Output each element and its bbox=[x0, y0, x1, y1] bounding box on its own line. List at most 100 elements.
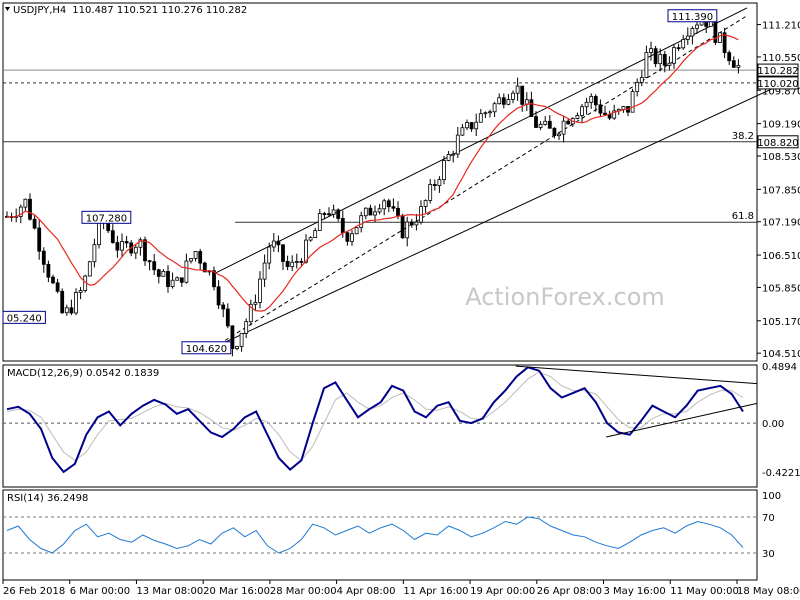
candle-body bbox=[501, 97, 506, 105]
candle-body bbox=[690, 27, 695, 37]
xtick-label: 3 May 16:00 bbox=[604, 586, 666, 597]
candle-body bbox=[363, 207, 368, 217]
candle-body bbox=[37, 227, 42, 252]
candle-body bbox=[662, 54, 667, 66]
candle-body bbox=[244, 321, 249, 334]
candle-body bbox=[193, 251, 198, 259]
annotation-box bbox=[181, 341, 232, 355]
candle-body bbox=[667, 62, 672, 66]
candle-body bbox=[133, 246, 138, 254]
price-ytick-label: 104.510 bbox=[762, 349, 800, 360]
xtick-label: 26 Apr 08:00 bbox=[537, 586, 602, 597]
candle-body bbox=[179, 277, 184, 283]
level-price-tag bbox=[757, 76, 799, 90]
candle-body bbox=[538, 123, 543, 128]
candle-body bbox=[653, 48, 658, 65]
macd-signal-line bbox=[6, 371, 744, 461]
candle-body bbox=[644, 52, 649, 78]
candle-body bbox=[69, 307, 74, 314]
candle-body bbox=[55, 282, 60, 292]
annotation-label: 111.390 bbox=[672, 12, 713, 23]
candle-body bbox=[451, 153, 456, 156]
candle-body bbox=[373, 211, 377, 216]
xtick-label: 6 Mar 00:00 bbox=[70, 586, 130, 597]
candle-body bbox=[46, 263, 51, 278]
candle-body bbox=[267, 246, 272, 264]
candle-body bbox=[469, 122, 474, 130]
candle-body bbox=[584, 101, 589, 108]
candle-body bbox=[74, 292, 78, 314]
annotation-box bbox=[81, 210, 132, 224]
fib-label: 38.2 bbox=[732, 131, 754, 142]
macd-trendline bbox=[606, 402, 758, 438]
candle-body bbox=[239, 332, 244, 347]
candle-body bbox=[147, 260, 152, 263]
candle-body bbox=[593, 96, 598, 106]
annotation-label: 104.620 bbox=[186, 344, 227, 355]
candle-body bbox=[225, 308, 230, 327]
candle-body bbox=[32, 218, 37, 229]
candle-body bbox=[60, 290, 65, 314]
current-price-label: 110.282 bbox=[757, 66, 798, 77]
level-price-label: 108.820 bbox=[757, 138, 798, 149]
macd-ytick-label: -0.4221 bbox=[762, 468, 800, 479]
xtick-label: 18 May 08:00 bbox=[737, 586, 800, 597]
macd-panel-frame bbox=[2, 364, 758, 488]
candle-body bbox=[455, 134, 460, 155]
candle-body bbox=[290, 261, 295, 268]
candle-body bbox=[552, 127, 557, 137]
candle-body bbox=[460, 127, 465, 136]
price-ytick-label: 108.530 bbox=[762, 152, 800, 163]
price-ytick-label: 109.870 bbox=[762, 86, 800, 97]
candle-body bbox=[285, 261, 290, 268]
price-ytick-label: 106.510 bbox=[762, 251, 800, 262]
candle-body bbox=[566, 120, 571, 125]
rsi-ytick-label: 70 bbox=[762, 513, 775, 524]
candle-body bbox=[271, 240, 276, 248]
candle-body bbox=[156, 269, 161, 277]
candle-body bbox=[354, 227, 359, 235]
candle-body bbox=[718, 32, 722, 43]
candle-body bbox=[120, 241, 124, 251]
macd-line bbox=[6, 366, 744, 474]
candle-body bbox=[414, 221, 419, 226]
rsi-ytick-label: 100 bbox=[762, 491, 781, 502]
candle-body bbox=[695, 24, 699, 29]
candle-body bbox=[308, 237, 313, 241]
candle-body bbox=[727, 52, 732, 62]
price-ytick-label: 109.190 bbox=[762, 120, 800, 131]
candle-body bbox=[143, 239, 147, 262]
candle-body bbox=[258, 278, 262, 303]
candle-body bbox=[483, 112, 488, 115]
candle-body bbox=[327, 213, 331, 216]
xtick-label: 11 Apr 16:00 bbox=[403, 586, 468, 597]
candle-body bbox=[377, 208, 382, 213]
candle-body bbox=[313, 230, 318, 238]
candle-body bbox=[391, 206, 396, 209]
candle-body bbox=[534, 116, 538, 128]
candle-body bbox=[603, 112, 607, 115]
candle-body bbox=[189, 258, 193, 262]
symbol-label: USDJPY,H4 bbox=[13, 5, 66, 16]
candle-body bbox=[681, 39, 686, 49]
candle-body bbox=[317, 213, 322, 231]
xtick-label: 11 May 00:00 bbox=[670, 586, 739, 597]
candle-body bbox=[175, 277, 180, 281]
candle-body bbox=[658, 54, 663, 65]
candle-body bbox=[184, 260, 189, 283]
annotation-box bbox=[2, 310, 46, 324]
ohlc-label: 110.487 110.521 110.276 110.282 bbox=[72, 5, 247, 16]
candle-body bbox=[409, 221, 414, 226]
candle-body bbox=[506, 99, 511, 105]
level-price-label: 110.020 bbox=[757, 79, 798, 90]
candle-body bbox=[672, 47, 676, 64]
annotation-box bbox=[667, 9, 718, 23]
candle-body bbox=[423, 200, 428, 207]
level-price-tag bbox=[757, 135, 799, 149]
price-ytick-label: 110.550 bbox=[762, 53, 800, 64]
candle-body bbox=[598, 104, 603, 114]
candle-body bbox=[676, 47, 681, 50]
candle-body bbox=[340, 218, 345, 234]
